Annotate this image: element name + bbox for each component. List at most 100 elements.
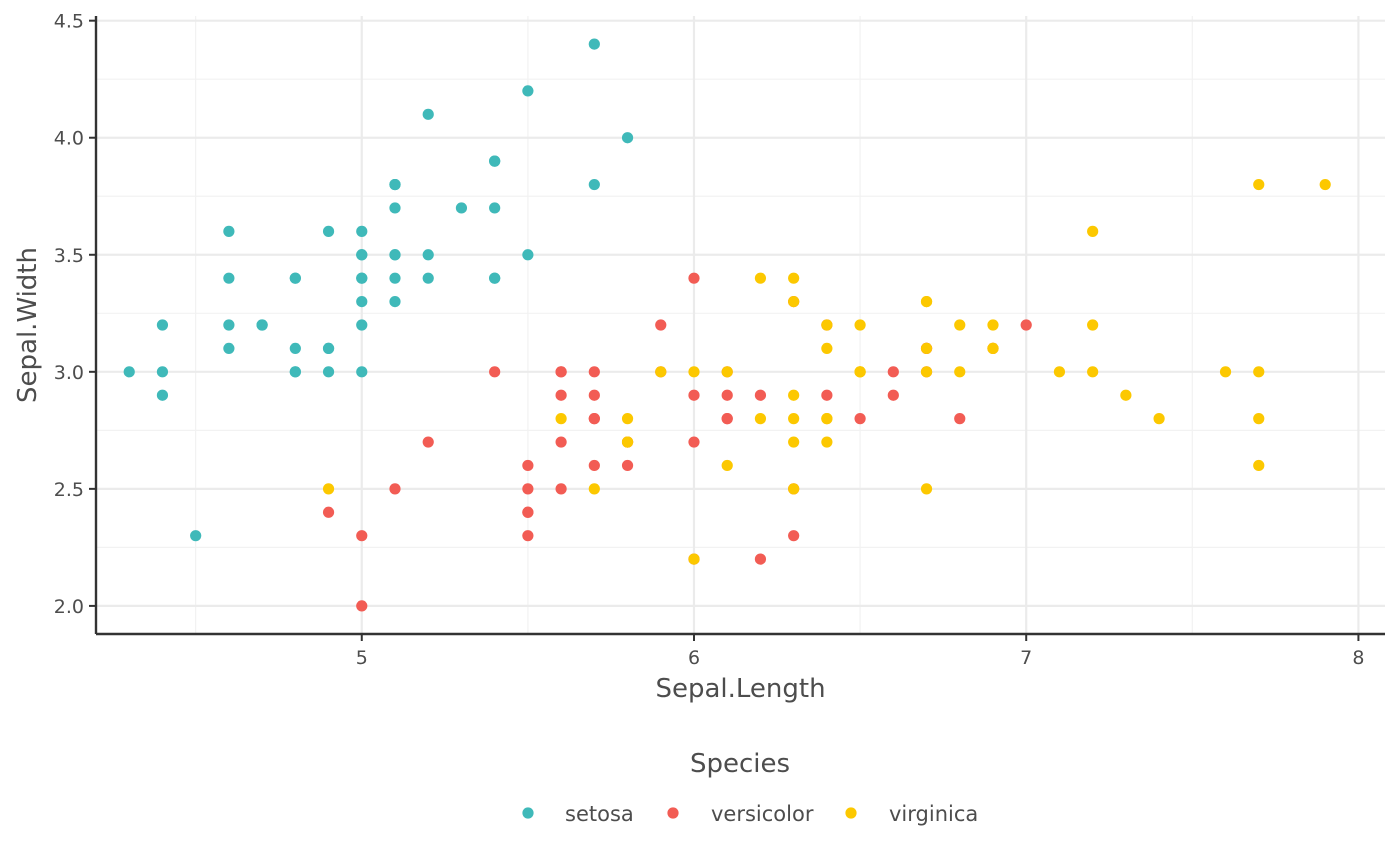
- data-point-setosa: [289, 342, 301, 355]
- data-point-setosa: [389, 295, 401, 308]
- data-point-virginica: [1153, 413, 1165, 425]
- y-tick-label: 2.0: [54, 596, 84, 618]
- y-tick-label: 4.0: [54, 128, 84, 150]
- data-point-versicolor: [322, 506, 335, 518]
- data-point-setosa: [522, 249, 534, 261]
- data-point-virginica: [588, 483, 600, 495]
- data-point-setosa: [588, 178, 600, 191]
- data-point-setosa: [389, 202, 401, 214]
- data-point-setosa: [455, 202, 468, 214]
- legend-key-versicolor: [667, 807, 679, 819]
- data-point-versicolor: [588, 389, 600, 401]
- data-point-setosa: [190, 530, 202, 542]
- data-point-versicolor: [621, 459, 634, 472]
- data-point-versicolor: [688, 436, 700, 448]
- data-point-virginica: [754, 413, 767, 425]
- data-point-setosa: [322, 342, 335, 355]
- data-point-virginica: [788, 436, 800, 448]
- data-point-versicolor: [356, 530, 368, 542]
- data-point-versicolor: [721, 413, 733, 425]
- y-axis-title: Sepal.Width: [13, 247, 43, 403]
- data-point-virginica: [920, 366, 933, 378]
- data-point-setosa: [389, 178, 401, 191]
- data-point-setosa: [389, 249, 401, 261]
- data-point-virginica: [788, 295, 800, 308]
- data-point-virginica: [954, 366, 966, 378]
- data-point-versicolor: [555, 436, 567, 448]
- data-point-versicolor: [522, 506, 534, 518]
- data-point-setosa: [422, 249, 434, 261]
- data-point-versicolor: [854, 413, 866, 425]
- x-tick-label: 7: [1020, 647, 1032, 669]
- data-point-virginica: [920, 483, 933, 495]
- data-point-virginica: [1253, 178, 1265, 191]
- y-tick-label: 3.5: [54, 245, 84, 267]
- data-point-setosa: [588, 38, 600, 50]
- data-point-versicolor: [356, 600, 368, 612]
- data-point-versicolor: [1020, 319, 1032, 331]
- data-point-setosa: [223, 225, 235, 237]
- data-point-virginica: [987, 319, 999, 331]
- data-point-setosa: [223, 342, 235, 355]
- data-point-versicolor: [522, 459, 534, 472]
- data-point-versicolor: [754, 389, 767, 401]
- y-tick-label: 2.5: [54, 479, 84, 501]
- data-point-versicolor: [555, 389, 567, 401]
- data-point-virginica: [821, 413, 833, 425]
- data-point-virginica: [954, 319, 966, 331]
- data-point-versicolor: [522, 530, 534, 542]
- data-point-virginica: [555, 413, 567, 425]
- data-point-virginica: [821, 319, 833, 331]
- legend: Species setosa versicolor virginica: [522, 749, 978, 826]
- legend-label-versicolor: versicolor: [711, 802, 814, 826]
- data-point-setosa: [489, 155, 501, 167]
- data-point-virginica: [1319, 178, 1331, 191]
- data-point-versicolor: [555, 366, 567, 378]
- data-point-versicolor: [489, 366, 501, 378]
- data-point-setosa: [621, 132, 634, 144]
- data-point-setosa: [356, 272, 368, 284]
- data-point-setosa: [422, 108, 434, 120]
- data-point-versicolor: [721, 389, 733, 401]
- data-point-virginica: [754, 272, 767, 284]
- data-point-virginica: [721, 459, 733, 472]
- tick-marks: 5 6 7 8 2.0 2.5 3.0 3.5 4.0 4.5: [54, 11, 1365, 669]
- data-point-versicolor: [821, 389, 833, 401]
- data-point-virginica: [1087, 319, 1099, 331]
- data-point-setosa: [223, 272, 235, 284]
- data-point-virginica: [688, 553, 700, 565]
- data-point-setosa: [289, 366, 301, 378]
- data-point-virginica: [821, 436, 833, 448]
- x-tick-label: 6: [688, 647, 700, 669]
- data-point-virginica: [788, 389, 800, 401]
- data-point-virginica: [1087, 366, 1099, 378]
- data-point-setosa: [356, 295, 368, 308]
- data-point-virginica: [920, 295, 933, 308]
- data-point-versicolor: [522, 483, 534, 495]
- legend-label-virginica: virginica: [889, 802, 978, 826]
- data-point-setosa: [322, 366, 335, 378]
- data-point-setosa: [256, 319, 268, 331]
- data-point-versicolor: [588, 366, 600, 378]
- grid: [96, 16, 1385, 634]
- data-point-versicolor: [688, 389, 700, 401]
- data-point-versicolor: [422, 436, 434, 448]
- data-point-versicolor: [555, 483, 567, 495]
- data-point-virginica: [788, 272, 800, 284]
- data-point-versicolor: [788, 530, 800, 542]
- data-point-virginica: [1253, 459, 1265, 472]
- data-point-virginica: [1219, 366, 1232, 378]
- data-point-versicolor: [588, 413, 600, 425]
- data-point-virginica: [920, 342, 933, 355]
- data-point-versicolor: [588, 459, 600, 472]
- data-point-versicolor: [655, 319, 667, 331]
- data-points: [123, 38, 1331, 612]
- data-point-virginica: [1120, 389, 1132, 401]
- data-point-versicolor: [887, 389, 899, 401]
- data-point-virginica: [788, 483, 800, 495]
- data-point-setosa: [322, 225, 335, 237]
- data-point-setosa: [123, 366, 135, 378]
- data-point-setosa: [422, 272, 434, 284]
- axes: [94, 16, 1385, 636]
